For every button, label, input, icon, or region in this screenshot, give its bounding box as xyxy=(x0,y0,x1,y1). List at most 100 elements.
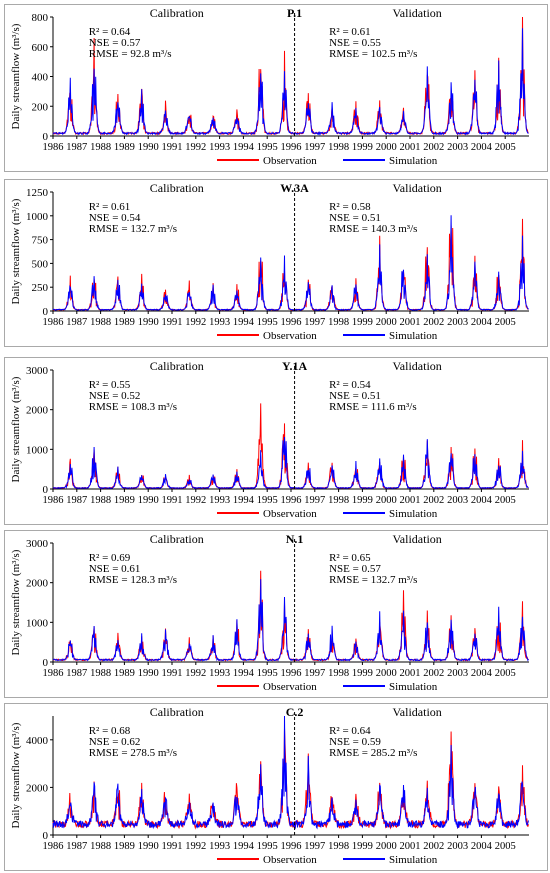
validation-stat: R² = 0.54 xyxy=(329,379,371,391)
y-tick-label: 400 xyxy=(32,72,49,84)
x-tick-label: 1999 xyxy=(352,495,373,506)
x-tick-label: 2002 xyxy=(423,668,444,679)
x-tick-label: 2003 xyxy=(447,142,468,153)
x-tick-label: 1991 xyxy=(162,841,183,852)
validation-stat: RMSE = 132.7 m³/s xyxy=(329,574,417,586)
x-tick-label: 1994 xyxy=(233,317,255,328)
x-tick-label: 1993 xyxy=(209,841,230,852)
y-tick-label: 1000 xyxy=(26,617,49,629)
x-tick-label: 1992 xyxy=(185,142,206,153)
validation-stat: NSE = 0.57 xyxy=(329,563,381,575)
calibration-stat: NSE = 0.61 xyxy=(89,563,141,575)
chart-title: P.1 xyxy=(287,6,302,20)
x-tick-label: 1988 xyxy=(90,668,111,679)
x-tick-label: 1988 xyxy=(90,142,111,153)
validation-stat: R² = 0.64 xyxy=(329,725,371,737)
calibration-stat: R² = 0.64 xyxy=(89,26,131,38)
x-tick-label: 1989 xyxy=(114,495,135,506)
x-tick-label: 1999 xyxy=(352,142,373,153)
chart-title: W.3A xyxy=(280,181,309,195)
x-tick-label: 1997 xyxy=(304,668,325,679)
x-tick-label: 2004 xyxy=(471,142,493,153)
x-tick-label: 1990 xyxy=(138,142,159,153)
validation-label: Validation xyxy=(392,532,441,546)
validation-stat: R² = 0.58 xyxy=(329,201,371,213)
calibration-stat: NSE = 0.54 xyxy=(89,212,141,224)
x-tick-label: 1997 xyxy=(304,495,325,506)
y-axis-label: Daily streamflow (m³/s) xyxy=(10,549,22,655)
x-tick-label: 1992 xyxy=(185,317,206,328)
x-tick-label: 1988 xyxy=(90,317,111,328)
series-simulation-line xyxy=(52,215,529,311)
x-tick-label: 1995 xyxy=(257,317,278,328)
validation-stat: RMSE = 140.3 m³/s xyxy=(329,223,417,235)
x-tick-label: 1989 xyxy=(114,668,135,679)
chart-title: C.2 xyxy=(286,705,304,719)
y-axis-label: Daily streamflow (m³/s) xyxy=(10,722,22,828)
y-tick-label: 3000 xyxy=(26,365,49,377)
x-tick-label: 2005 xyxy=(495,142,516,153)
x-tick-label: 1996 xyxy=(281,317,302,328)
y-tick-label: 0 xyxy=(43,306,49,318)
calibration-stat: RMSE = 128.3 m³/s xyxy=(89,574,177,586)
x-tick-label: 2004 xyxy=(471,841,493,852)
x-tick-label: 1993 xyxy=(209,668,230,679)
y-axis-label: Daily streamflow (m³/s) xyxy=(10,23,22,129)
x-tick-label: 2001 xyxy=(400,668,421,679)
calibration-stat: R² = 0.69 xyxy=(89,552,131,564)
x-tick-label: 2000 xyxy=(376,841,397,852)
y-tick-label: 2000 xyxy=(26,782,49,794)
x-tick-label: 1987 xyxy=(66,317,87,328)
chart-title: N.1 xyxy=(286,532,304,546)
x-tick-label: 2002 xyxy=(423,317,444,328)
x-tick-label: 2005 xyxy=(495,668,516,679)
x-tick-label: 2003 xyxy=(447,495,468,506)
x-tick-label: 2000 xyxy=(376,495,397,506)
validation-stat: R² = 0.61 xyxy=(329,26,371,38)
x-tick-label: 2002 xyxy=(423,495,444,506)
x-tick-label: 2001 xyxy=(400,142,421,153)
y-tick-label: 2000 xyxy=(26,578,49,590)
x-tick-label: 1999 xyxy=(352,317,373,328)
x-tick-label: 1993 xyxy=(209,142,230,153)
x-tick-label: 1989 xyxy=(114,142,135,153)
x-tick-label: 2005 xyxy=(495,841,516,852)
x-tick-label: 2003 xyxy=(447,841,468,852)
chart-title: Y.1A xyxy=(282,359,308,373)
legend-simulation-label: Simulation xyxy=(389,681,438,693)
y-tick-label: 200 xyxy=(32,101,49,113)
x-tick-label: 1990 xyxy=(138,317,159,328)
chart-panel-p1: 0 200 400 600 800 1986 1987 1988 1989 1990 1991 199… xyxy=(4,4,548,172)
x-tick-label: 1991 xyxy=(162,317,183,328)
x-tick-label: 1987 xyxy=(66,495,87,506)
validation-label: Validation xyxy=(392,181,441,195)
x-tick-label: 1998 xyxy=(328,668,349,679)
x-tick-label: 1988 xyxy=(90,495,111,506)
calibration-stat: NSE = 0.52 xyxy=(89,390,141,402)
x-tick-label: 2003 xyxy=(447,317,468,328)
y-axis-label: Daily streamflow (m³/s) xyxy=(10,198,22,304)
validation-stat: NSE = 0.55 xyxy=(329,37,381,49)
validation-label: Validation xyxy=(392,6,441,20)
y-tick-label: 0 xyxy=(43,131,49,143)
x-tick-label: 1987 xyxy=(66,142,87,153)
x-tick-label: 1991 xyxy=(162,668,183,679)
x-tick-label: 2002 xyxy=(423,841,444,852)
validation-stat: NSE = 0.51 xyxy=(329,390,381,402)
x-tick-label: 2005 xyxy=(495,317,516,328)
y-tick-label: 600 xyxy=(32,42,49,54)
y-tick-label: 3000 xyxy=(26,538,49,550)
y-tick-label: 800 xyxy=(32,12,49,24)
chart-panel-c2: 0 2000 4000 1986 1987 1988 1989 1990 1991 1992 199… xyxy=(4,703,548,871)
y-tick-label: 0 xyxy=(43,484,49,496)
x-tick-label: 1996 xyxy=(281,668,302,679)
x-tick-label: 2000 xyxy=(376,142,397,153)
calibration-stat: RMSE = 278.5 m³/s xyxy=(89,747,177,759)
x-tick-label: 1992 xyxy=(185,668,206,679)
y-tick-label: 1250 xyxy=(26,187,49,199)
x-tick-label: 2005 xyxy=(495,495,516,506)
x-tick-label: 1992 xyxy=(185,495,206,506)
y-tick-label: 0 xyxy=(43,830,49,842)
